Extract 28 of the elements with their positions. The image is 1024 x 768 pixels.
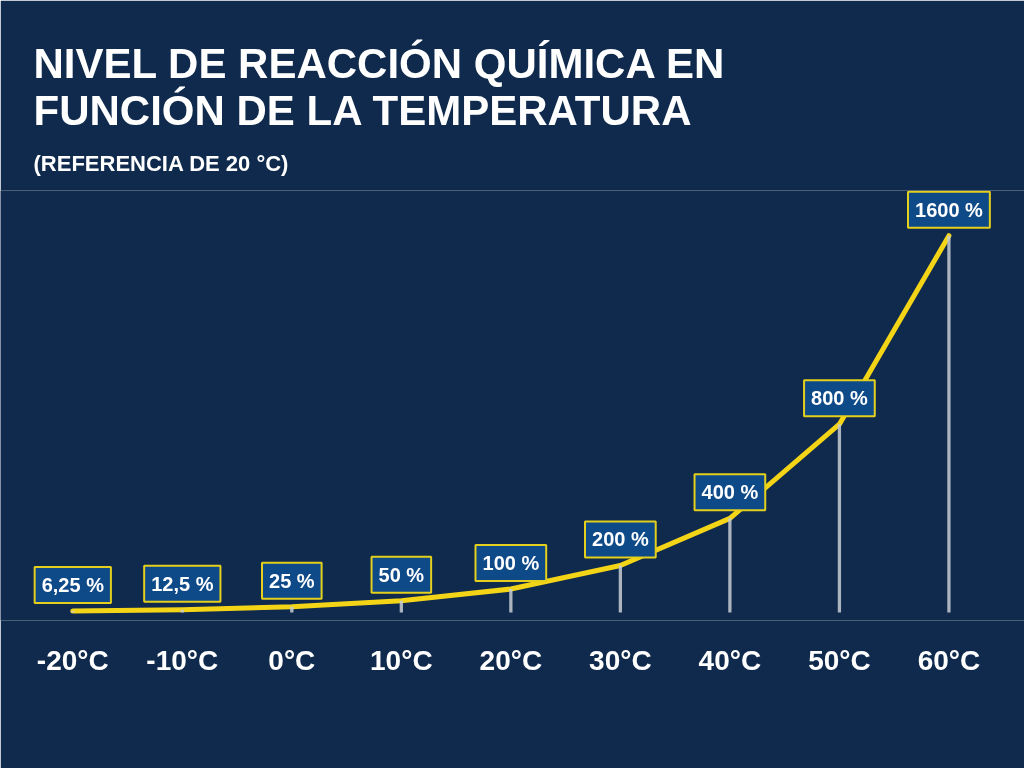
- data-label: 25 %: [269, 569, 315, 592]
- x-tick-label: -20°C: [36, 644, 109, 676]
- x-tick-label: 0°C: [268, 644, 316, 676]
- data-label: 12,5 %: [151, 572, 214, 595]
- x-tick-label: 10°C: [370, 644, 433, 676]
- bar: [837, 424, 842, 613]
- x-tick-label: -10°C: [146, 644, 219, 676]
- x-tick-label: 50°C: [808, 644, 871, 676]
- data-label: 1600 %: [915, 198, 984, 221]
- bar: [180, 609, 184, 613]
- bar: [399, 600, 403, 613]
- x-tick-label: 30°C: [589, 644, 652, 676]
- bar: [947, 235, 951, 613]
- bar: [509, 589, 513, 613]
- data-label: 800 %: [811, 387, 868, 410]
- data-label: 200 %: [592, 528, 649, 551]
- data-label: 100 %: [482, 552, 540, 575]
- data-label: 50 %: [378, 563, 425, 586]
- bar: [290, 606, 294, 613]
- data-label: 6,25 %: [41, 574, 105, 597]
- x-tick-label: 60°C: [917, 644, 981, 676]
- chart-subtitle: (REFERENCIA DE 20 °C): [33, 150, 289, 176]
- bar: [728, 518, 732, 613]
- chart-title: NIVEL DE REACCIÓN QUÍMICA EN FUNCIÓN DE LA TEMPERATURA: [33, 38, 725, 134]
- x-tick-label: 40°C: [698, 644, 762, 676]
- bar: [618, 565, 623, 613]
- x-tick-label: 20°C: [479, 644, 543, 676]
- data-label: 400 %: [701, 481, 759, 504]
